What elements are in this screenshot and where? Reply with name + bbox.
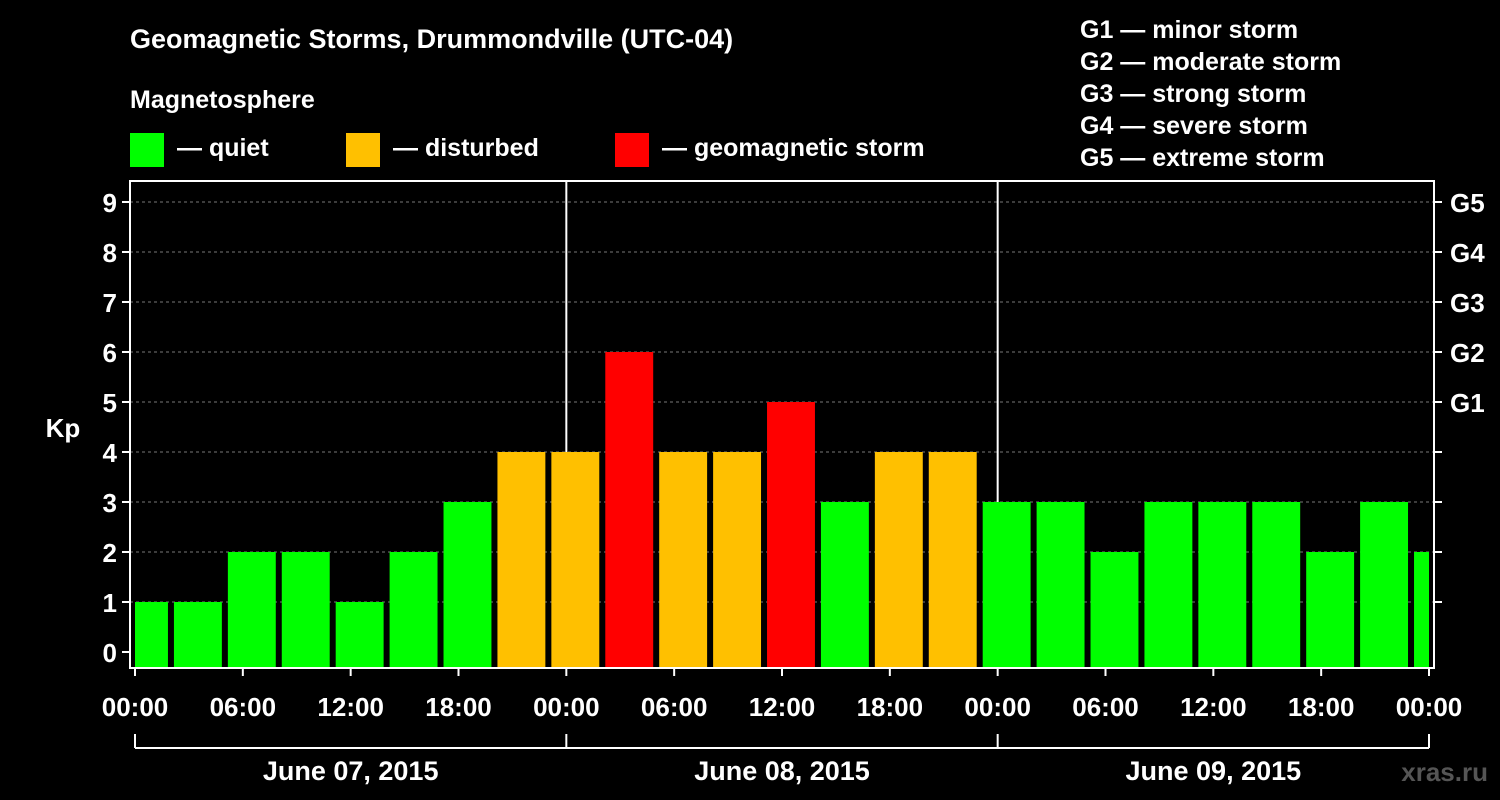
kp-bar-6: [443, 502, 492, 668]
x-tick-label-7: 18:00: [857, 692, 924, 722]
legend-label-storm: — geomagnetic storm: [662, 134, 925, 162]
x-tick-label-9: 06:00: [1072, 692, 1139, 722]
kp-bar-14: [874, 452, 923, 668]
chart-title: Geomagnetic Storms, Drummondville (UTC-0…: [130, 24, 734, 54]
kp-bar-12: [767, 402, 815, 668]
x-tick-label-8: 00:00: [964, 692, 1031, 722]
y-tick-label-4: 4: [103, 438, 118, 468]
kp-bar-1: [173, 602, 222, 668]
storm-level-g3: G3 — strong storm: [1080, 80, 1307, 108]
kp-bar-9: [605, 352, 654, 668]
storm-level-list: G1 — minor storm G2 — moderate storm G3 …: [1080, 14, 1341, 174]
storm-level-g1: G1 — minor storm: [1080, 16, 1299, 44]
x-tick-label-10: 12:00: [1180, 692, 1247, 722]
kp-bar-0: [135, 602, 168, 668]
y-tick-label-5: 5: [103, 388, 117, 418]
legend-label-quiet: — quiet: [177, 134, 269, 162]
y-tick-label-9: 9: [103, 188, 117, 218]
kp-bar-10: [659, 452, 708, 668]
kp-bar-4: [335, 602, 384, 668]
date-label-1: June 08, 2015: [694, 756, 870, 786]
y-tick-label-8: 8: [103, 238, 117, 268]
kp-bar-3: [281, 552, 330, 668]
kp-bar-19: [1144, 502, 1193, 668]
g-level-label-g4: G4: [1450, 238, 1485, 268]
kp-bar-22: [1306, 552, 1355, 668]
x-tick-label-3: 18:00: [425, 692, 492, 722]
legend-label-disturbed: — disturbed: [393, 134, 539, 162]
legend-swatch-quiet: [130, 133, 164, 167]
kp-bar-23: [1360, 502, 1409, 668]
kp-bar-21: [1252, 502, 1301, 668]
kp-bar-18: [1090, 552, 1139, 668]
kp-bar-11: [713, 452, 762, 668]
g-level-label-g3: G3: [1450, 288, 1485, 318]
kp-bar-5: [389, 552, 438, 668]
y-tick-label-3: 3: [103, 488, 117, 518]
watermark: xras.ru: [1401, 757, 1488, 787]
y-tick-label-7: 7: [103, 288, 117, 318]
kp-bar-2: [227, 552, 276, 668]
x-tick-label-6: 12:00: [749, 692, 816, 722]
g-level-label-g1: G1: [1450, 388, 1485, 418]
kp-bar-16: [982, 502, 1031, 668]
storm-level-g4: G4 — severe storm: [1080, 112, 1308, 140]
storm-level-g5: G5 — extreme storm: [1080, 144, 1325, 172]
legend-swatch-disturbed: [346, 133, 380, 167]
x-tick-label-0: 00:00: [102, 692, 169, 722]
kp-bar-13: [820, 502, 869, 668]
legend-swatch-storm: [615, 133, 649, 167]
y-tick-label-1: 1: [103, 588, 117, 618]
x-tick-label-12: 00:00: [1396, 692, 1463, 722]
date-label-0: June 07, 2015: [263, 756, 439, 786]
y-tick-label-0: 0: [103, 638, 117, 668]
x-tick-label-5: 06:00: [641, 692, 708, 722]
y-tick-label-6: 6: [103, 338, 117, 368]
kp-bar-15: [928, 452, 977, 668]
x-tick-label-2: 12:00: [317, 692, 384, 722]
x-tick-label-4: 00:00: [533, 692, 600, 722]
g-level-label-g2: G2: [1450, 338, 1485, 368]
kp-bar-8: [551, 452, 600, 668]
kp-bar-7: [497, 452, 546, 668]
storm-level-g2: G2 — moderate storm: [1080, 48, 1342, 76]
y-axis-label: Kp: [46, 413, 81, 443]
x-tick-label-11: 18:00: [1288, 692, 1355, 722]
magnetosphere-label: Magnetosphere: [130, 86, 315, 114]
g-level-label-g5: G5: [1450, 188, 1485, 218]
kp-bar-24: [1414, 552, 1429, 668]
kp-bar-17: [1036, 502, 1085, 668]
x-tick-label-1: 06:00: [210, 692, 277, 722]
date-label-2: June 09, 2015: [1126, 756, 1302, 786]
kp-bar-20: [1198, 502, 1247, 668]
y-tick-label-2: 2: [103, 538, 117, 568]
